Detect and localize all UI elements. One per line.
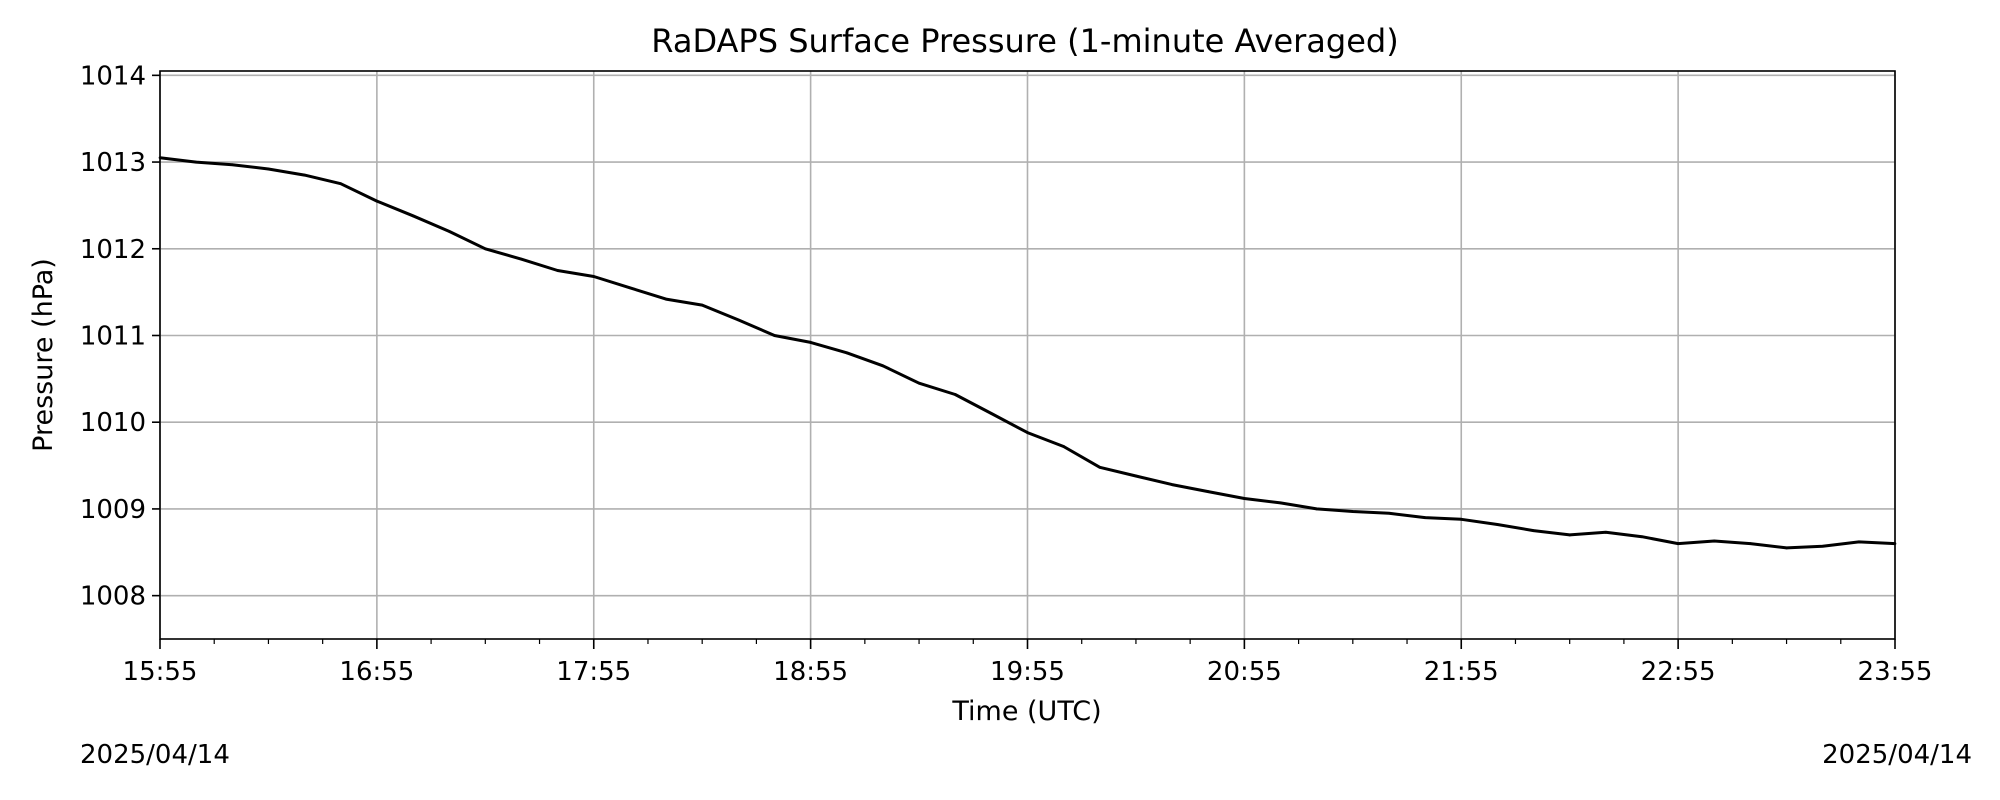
end-date: 2025/04/14 xyxy=(1822,740,1972,770)
x-tick-label: 20:55 xyxy=(1207,657,1282,687)
y-tick-label: 1013 xyxy=(80,148,146,178)
x-tick-label: 19:55 xyxy=(990,657,1065,687)
y-axis-label: Pressure (hPa) xyxy=(28,258,59,452)
data-point xyxy=(1243,497,1246,500)
x-tick-label: 15:55 xyxy=(123,657,198,687)
data-point xyxy=(1749,542,1752,545)
data-point xyxy=(376,200,379,203)
data-point xyxy=(1496,523,1499,526)
y-tick-label: 1012 xyxy=(80,235,146,265)
data-point xyxy=(556,269,559,272)
data-point xyxy=(592,275,595,278)
data-point xyxy=(1858,541,1861,544)
data-point xyxy=(1568,534,1571,537)
data-point xyxy=(1424,516,1427,519)
data-point xyxy=(1460,518,1463,521)
data-point xyxy=(1315,508,1318,511)
data-point xyxy=(882,365,885,368)
pressure-chart: RaDAPS Surface Pressure (1-minute Averag… xyxy=(0,0,2000,800)
data-point xyxy=(195,161,198,164)
data-point xyxy=(1677,542,1680,545)
x-tick-label: 23:55 xyxy=(1858,657,1933,687)
data-point xyxy=(303,174,306,177)
x-tick-label: 18:55 xyxy=(773,657,848,687)
y-tick-label: 1010 xyxy=(80,408,146,438)
x-tick-label: 17:55 xyxy=(556,657,631,687)
data-point xyxy=(1171,483,1174,486)
data-point xyxy=(1098,466,1101,469)
data-point xyxy=(339,182,342,185)
data-point xyxy=(1641,535,1644,538)
data-point xyxy=(954,393,957,396)
y-tick-label: 1011 xyxy=(80,321,146,351)
data-point xyxy=(845,352,848,355)
data-point xyxy=(412,215,415,218)
data-point xyxy=(231,163,234,166)
data-point xyxy=(1135,475,1138,478)
data-point xyxy=(990,412,993,415)
data-point xyxy=(1713,540,1716,543)
x-axis-label: Time (UTC) xyxy=(951,696,1101,727)
y-tick-label: 1014 xyxy=(80,61,146,91)
data-point xyxy=(1279,502,1282,505)
data-point xyxy=(267,168,270,171)
data-point xyxy=(1605,531,1608,534)
x-tick-label: 22:55 xyxy=(1641,657,1716,687)
y-tick-label: 1008 xyxy=(80,582,146,612)
y-tick-label: 1009 xyxy=(80,495,146,525)
data-point xyxy=(484,247,487,250)
data-point xyxy=(1388,512,1391,515)
data-point xyxy=(448,230,451,233)
grid xyxy=(160,71,1895,639)
start-date: 2025/04/14 xyxy=(80,740,230,770)
data-point xyxy=(737,319,740,322)
x-tick-label: 16:55 xyxy=(339,657,414,687)
chart-title: RaDAPS Surface Pressure (1-minute Averag… xyxy=(651,22,1398,60)
data-point xyxy=(918,382,921,385)
data-point xyxy=(1352,510,1355,513)
x-tick-label: 21:55 xyxy=(1424,657,1499,687)
data-point xyxy=(809,341,812,344)
data-point xyxy=(1062,445,1065,448)
data-point xyxy=(665,298,668,301)
data-point xyxy=(701,304,704,307)
data-point xyxy=(1821,545,1824,548)
data-point xyxy=(1207,490,1210,493)
data-point xyxy=(773,334,776,337)
data-point xyxy=(1026,431,1029,434)
data-point xyxy=(1532,529,1535,532)
data-point xyxy=(520,258,523,261)
ticks: 15:55 16:55 17:55 18:55 19:55 20:55 21:55 22:55… xyxy=(80,61,1933,687)
data-point xyxy=(629,286,632,289)
data-point xyxy=(1785,547,1788,550)
